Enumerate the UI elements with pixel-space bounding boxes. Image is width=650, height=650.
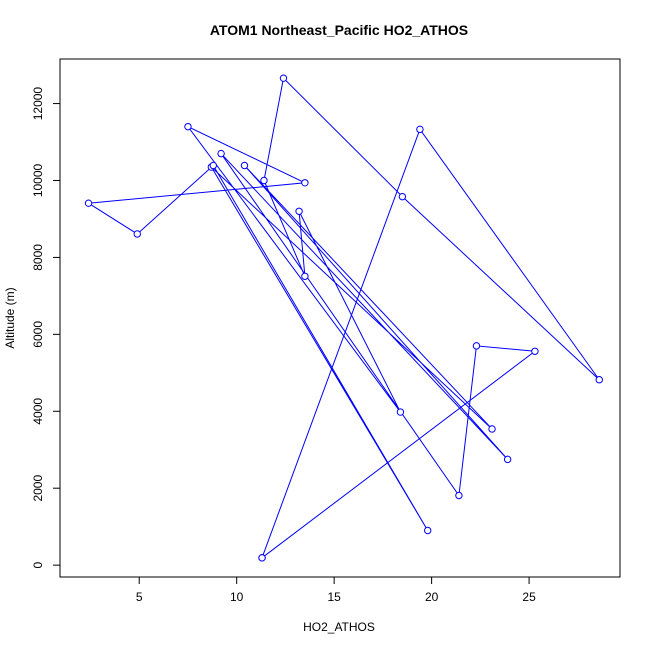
data-point — [240, 161, 249, 170]
y-tick-label: 0 — [31, 561, 45, 568]
data-point — [455, 491, 463, 500]
series-polyline — [87, 77, 600, 559]
data-point — [258, 554, 266, 562]
data-point — [396, 408, 405, 416]
x-axis-label: HO2_ATHOS — [303, 620, 375, 634]
data-point — [301, 272, 309, 280]
data-point — [84, 199, 93, 207]
y-tick-label: 12000 — [31, 87, 45, 121]
y-tick-label: 4000 — [31, 398, 45, 425]
data-point — [279, 74, 288, 82]
x-tick-label: 15 — [327, 590, 341, 604]
x-tick-label: 10 — [230, 590, 244, 604]
data-point — [424, 526, 432, 535]
data-point — [184, 122, 192, 131]
data-point — [416, 125, 424, 134]
data-point — [472, 342, 481, 350]
data-point — [260, 176, 268, 185]
data-point — [295, 207, 303, 215]
data-point — [301, 179, 309, 187]
y-tick-label: 8000 — [31, 244, 45, 271]
data-point — [595, 376, 603, 384]
data-point — [488, 425, 496, 433]
data-point — [133, 230, 141, 238]
y-axis: 0 2000 4000 6000 8000 10000 12000 — [31, 87, 61, 568]
data-point — [209, 161, 217, 170]
series-points — [84, 74, 603, 562]
data-point — [217, 149, 225, 158]
data-point — [531, 347, 539, 355]
x-tick-label: 20 — [425, 590, 439, 604]
y-tick-label: 6000 — [31, 321, 45, 348]
y-axis-label: Altitude (m) — [3, 287, 17, 348]
y-tick-label: 2000 — [31, 475, 45, 502]
x-axis: 5 10 15 20 25 — [136, 576, 536, 604]
x-tick-label: 5 — [136, 590, 143, 604]
x-tick-label: 25 — [522, 590, 536, 604]
data-point — [503, 455, 512, 464]
series-line — [87, 77, 600, 559]
y-tick-label: 10000 — [31, 163, 45, 197]
chart-title: ATOM1 Northeast_Pacific HO2_ATHOS — [210, 22, 468, 38]
data-point — [398, 192, 407, 201]
